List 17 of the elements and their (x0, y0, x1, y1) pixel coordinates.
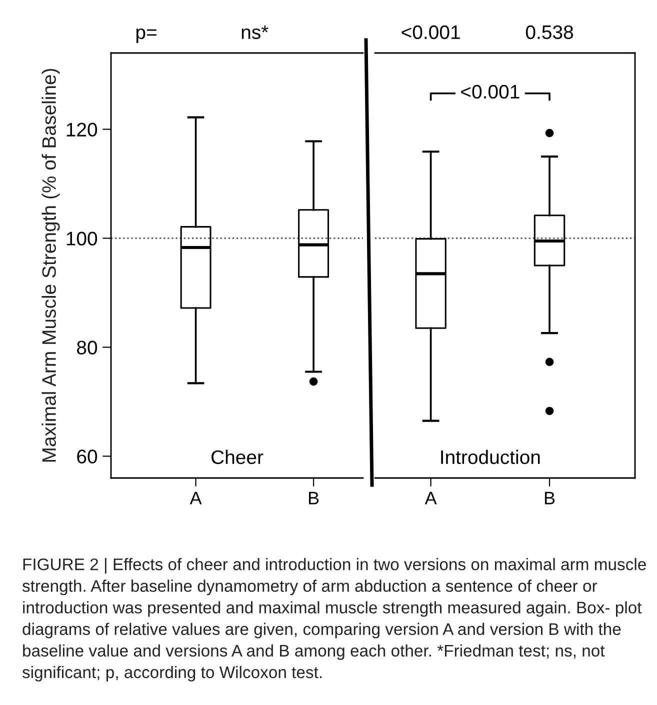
y-tick-label: 120 (66, 122, 98, 137)
y-tick-label: 80 (77, 340, 98, 354)
x-tick-label: B (544, 492, 555, 504)
x-tick-label: A (424, 492, 437, 504)
annotation: <0.001 (461, 84, 520, 99)
text: ns* (242, 26, 268, 40)
annotation: Introduction (441, 450, 540, 464)
x-tick-label: A (190, 492, 202, 504)
y-tick-label: 100 (66, 232, 98, 246)
text: <0.001 (402, 25, 460, 40)
caption: FIGURE 2 | Effects of cheer and introduction in two versions on maximal arm muscle strength. After baseline dynamometry of arm abduction a sentence of cheer or introduction was presented and maximal muscle strength measured again. Box- plot diagrams of relative values are given, comparing version A and version B with the baseline value and versions A and B among each other. *Friedman test; ns, not significant; p, according to Wilcoxon test. (22, 558, 646, 682)
text: 0.538 (526, 25, 574, 40)
y-tick-label: 60 (77, 450, 98, 464)
y-axis-title: Maximal Arm Muscle Strength (% of Baseline) (42, 68, 60, 462)
x-tick-label: B (309, 492, 319, 504)
text: p= (136, 28, 156, 43)
annotation: Cheer (212, 450, 264, 464)
